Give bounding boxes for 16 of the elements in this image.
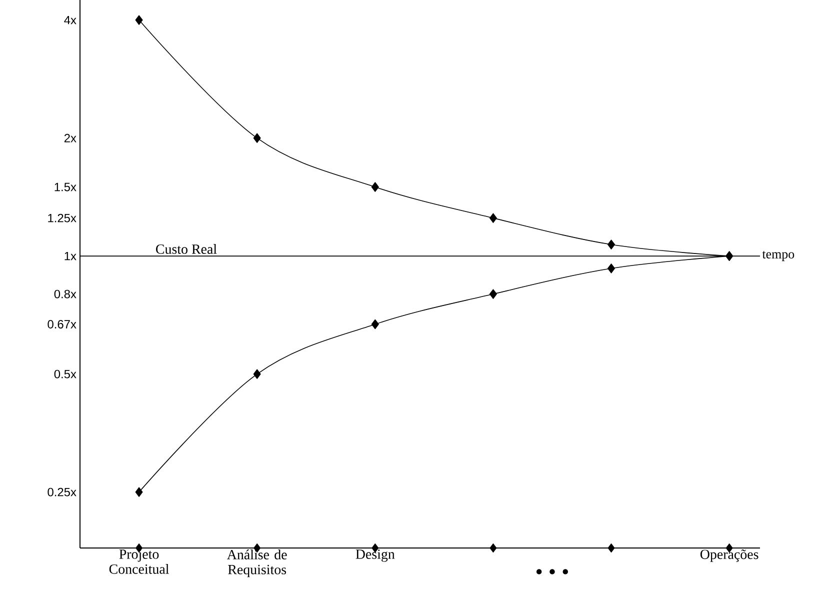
text: • • • — [536, 569, 568, 574]
x-tick-label: Design — [356, 550, 395, 562]
y-tick-label: 0.67x — [48, 320, 76, 328]
x-tick-label: Operações — [700, 550, 758, 562]
x-axis-title: tempo — [762, 251, 794, 262]
x-tick-label: Análise de Requisitos — [227, 550, 287, 578]
y-tick-label: 1x — [64, 252, 76, 260]
y-tick-label: 4x — [64, 16, 76, 24]
y-tick-label: 1.5x — [54, 182, 76, 192]
y-tick-label: 0.25x — [48, 488, 76, 496]
y-tick-label: 0.5x — [54, 370, 76, 378]
ref-line-label: Custo Real — [156, 244, 217, 254]
y-tick-label: 0.8x — [54, 290, 76, 298]
y-tick-label: 1.25x — [48, 214, 76, 222]
y-tick-label: 2x — [64, 134, 76, 142]
x-tick-label: Projeto Conceitual — [109, 550, 169, 574]
